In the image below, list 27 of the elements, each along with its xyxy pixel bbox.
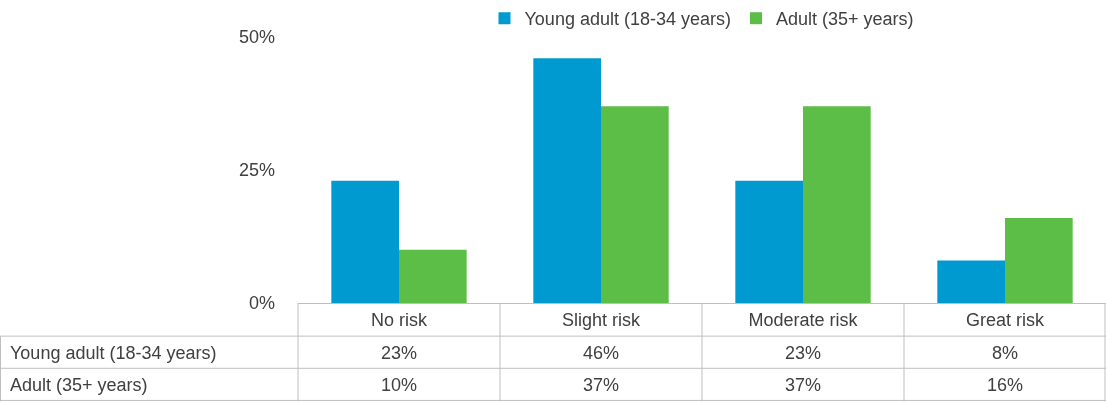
data-label: 37% bbox=[785, 375, 822, 395]
bar bbox=[937, 260, 1005, 303]
bar bbox=[331, 180, 399, 303]
bar bbox=[399, 249, 467, 303]
x-tick-label: Moderate risk bbox=[748, 309, 859, 330]
text: Young adult (18-34 years) bbox=[10, 343, 217, 363]
data-label: 8% bbox=[992, 343, 1019, 363]
y-tick-label: 25% bbox=[238, 160, 275, 181]
y-tick-label: 50% bbox=[238, 27, 275, 48]
bar bbox=[1005, 217, 1073, 303]
bar bbox=[735, 180, 803, 303]
data-label: 23% bbox=[381, 343, 418, 363]
text: Adult (35+ years) bbox=[10, 375, 148, 395]
bar bbox=[533, 58, 601, 303]
data-label: 23% bbox=[785, 343, 822, 363]
legend-label: Young adult (18-34 years) bbox=[524, 9, 731, 30]
bar bbox=[601, 106, 669, 303]
legend-label: Adult (35+ years) bbox=[775, 9, 914, 30]
data-label: 16% bbox=[987, 375, 1024, 395]
data-label: 37% bbox=[583, 375, 620, 395]
data-label: 10% bbox=[381, 375, 418, 395]
data-label: 46% bbox=[583, 343, 620, 363]
y-tick-label: 0% bbox=[248, 293, 275, 314]
x-tick-label: Slight risk bbox=[561, 309, 641, 330]
bar bbox=[803, 106, 871, 303]
x-tick-label: Great risk bbox=[965, 309, 1045, 330]
x-tick-label: No risk bbox=[370, 309, 428, 330]
